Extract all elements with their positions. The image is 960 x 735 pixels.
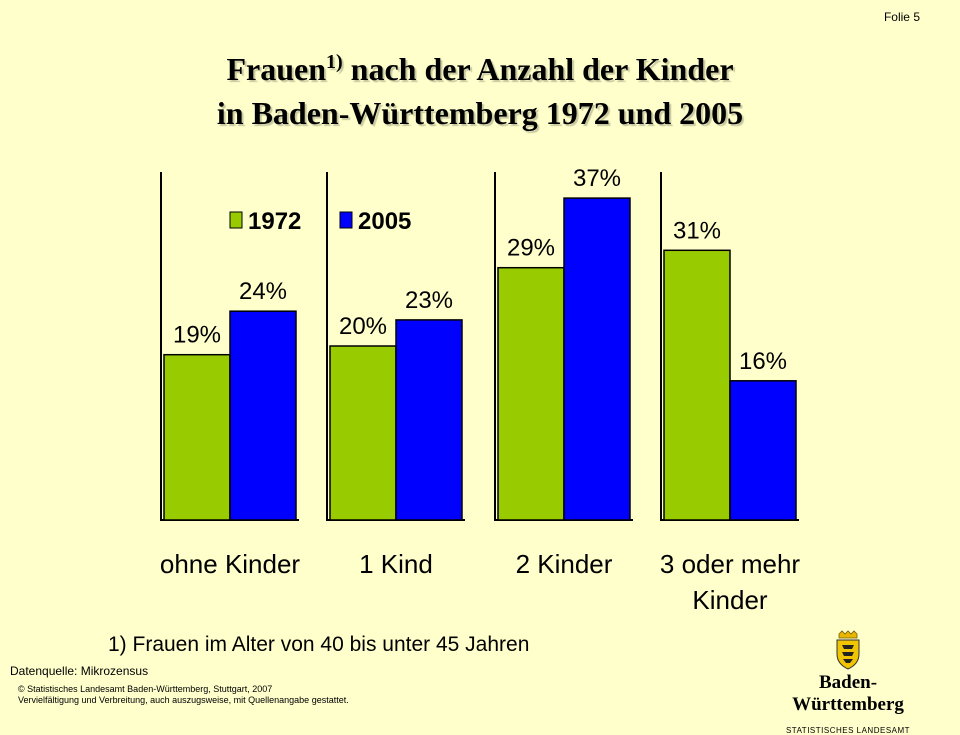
bar-1972-0	[163, 353, 231, 521]
data-source: Datenquelle: Mikrozensus	[10, 664, 149, 678]
legend-swatch-1972	[229, 211, 243, 229]
brand-subtitle: STATISTISCHES LANDESAMT	[785, 726, 911, 735]
slide-number: Folie 5	[883, 10, 920, 24]
bar-2005-1	[395, 319, 463, 521]
title-line-2: in Baden-Württemberg 1972 und 2005	[216, 95, 744, 131]
bar-2005-2	[563, 197, 631, 521]
bar-1972-3	[663, 249, 731, 521]
category-label-0-0: ohne Kinder	[160, 549, 301, 579]
data-label-2005-1: 23%	[405, 287, 453, 314]
brand-name: Baden-Württemberg	[792, 672, 904, 715]
data-label-2005-0: 24%	[239, 278, 287, 305]
data-label-2005-2: 37%	[573, 165, 621, 192]
copyright-line-1: © Statistisches Landesamt Baden-Württemb…	[18, 684, 273, 694]
brand-block: Baden-Württemberg STATISTISCHES LANDESAM…	[768, 630, 928, 735]
data-label-1972-2: 29%	[507, 235, 555, 262]
data-label-1972-0: 19%	[173, 322, 221, 349]
data-label-2005-3: 16%	[739, 348, 787, 375]
bar-chart: 19% 24% ohne Kinder 20% 23% 1 Kind 29% 37% 2 Kin…	[160, 165, 801, 615]
chart-title: Frauen1) nach der Anzahl der Kinder in B…	[0, 40, 960, 135]
bar-1972-1	[329, 345, 397, 521]
data-label-1972-1: 20%	[339, 313, 387, 340]
category-label-1-0: 1 Kind	[359, 549, 433, 579]
coat-of-arms-icon	[836, 630, 860, 670]
copyright-notice: © Statistisches Landesamt Baden-Württemb…	[18, 684, 349, 706]
title-footnote-marker: 1)	[326, 51, 343, 73]
bar-1972-2	[497, 266, 565, 521]
bar-2005-0	[229, 310, 297, 521]
category-label-3-1: Kinder	[692, 585, 767, 615]
footnote: 1) Frauen im Alter von 40 bis unter 45 J…	[108, 633, 530, 656]
category-label-3-0: 3 oder mehr	[660, 549, 801, 579]
legend-label-1972: 1972	[248, 208, 301, 235]
legend-label-2005: 2005	[358, 208, 411, 235]
bar-2005-3	[729, 380, 797, 521]
copyright-line-2: Vervielfältigung und Verbreitung, auch a…	[18, 695, 349, 705]
title-line-1: Frauen1) nach der Anzahl der Kinder	[226, 51, 734, 87]
category-label-2-0: 2 Kinder	[516, 549, 613, 579]
data-label-1972-3: 31%	[673, 217, 721, 244]
legend-swatch-2005	[339, 211, 353, 229]
